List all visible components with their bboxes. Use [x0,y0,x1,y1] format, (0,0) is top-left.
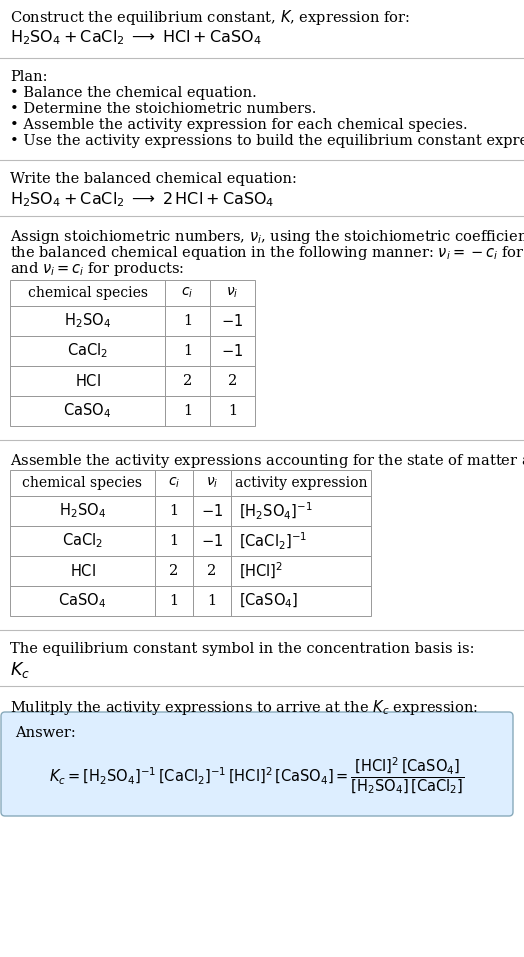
Text: Mulitply the activity expressions to arrive at the $K_c$ expression:: Mulitply the activity expressions to arr… [10,698,478,717]
Bar [10,496,155,526]
Bar [165,336,210,366]
Bar [165,396,210,426]
Text: $[\mathrm{CaCl_2}]^{-1}$: $[\mathrm{CaCl_2}]^{-1}$ [239,530,307,551]
Bar [10,556,155,586]
Text: 2: 2 [183,374,192,388]
Bar [210,280,255,306]
Text: and $\nu_i = c_i$ for products:: and $\nu_i = c_i$ for products: [10,260,184,278]
Text: $-1$: $-1$ [222,343,244,359]
Bar [193,556,231,586]
Text: 2: 2 [228,374,237,388]
Bar [165,306,210,336]
Text: • Balance the chemical equation.: • Balance the chemical equation. [10,86,257,100]
Bar [10,396,165,426]
Bar [210,336,255,366]
Bar [165,280,210,306]
Text: $\mathrm{CaCl_2}$: $\mathrm{CaCl_2}$ [62,532,103,550]
Text: The equilibrium constant symbol in the concentration basis is:: The equilibrium constant symbol in the c… [10,642,475,656]
Text: $\mathrm{CaSO_4}$: $\mathrm{CaSO_4}$ [63,402,112,420]
Text: $[\mathrm{HCl}]^{2}$: $[\mathrm{HCl}]^{2}$ [239,561,283,581]
Bar [10,306,165,336]
Bar [10,586,155,616]
Text: $\mathrm{H_2SO_4}$: $\mathrm{H_2SO_4}$ [59,501,106,521]
Bar [193,496,231,526]
Text: $-1$: $-1$ [222,313,244,329]
Text: $K_c$: $K_c$ [10,660,30,680]
Text: $\mathrm{HCl}$: $\mathrm{HCl}$ [70,563,95,579]
Bar [10,280,165,306]
Text: Plan:: Plan: [10,70,48,84]
Bar [10,336,165,366]
Bar [193,526,231,556]
Bar [155,470,193,496]
Bar [165,366,210,396]
Bar [193,470,231,496]
Bar [155,556,193,586]
Text: 1: 1 [183,404,192,418]
Bar [210,396,255,426]
Bar [231,586,371,616]
Bar [231,526,371,556]
Text: • Use the activity expressions to build the equilibrium constant expression.: • Use the activity expressions to build … [10,134,524,148]
Text: • Determine the stoichiometric numbers.: • Determine the stoichiometric numbers. [10,102,316,116]
Text: $c_i$: $c_i$ [168,476,180,490]
Text: Assemble the activity expressions accounting for the state of matter and $\nu_i$: Assemble the activity expressions accoun… [10,452,524,470]
Bar [155,526,193,556]
Bar [231,556,371,586]
Bar [193,586,231,616]
Text: 1: 1 [183,314,192,328]
Bar [10,470,155,496]
Text: chemical species: chemical species [27,286,147,300]
Bar [155,586,193,616]
Text: $\mathrm{H_2SO_4 + CaCl_2 \;\longrightarrow\; HCl + CaSO_4}$: $\mathrm{H_2SO_4 + CaCl_2 \;\longrightar… [10,28,261,47]
Text: $\mathrm{CaCl_2}$: $\mathrm{CaCl_2}$ [67,342,108,361]
Text: $c_i$: $c_i$ [181,286,194,300]
Text: $\mathrm{H_2SO_4 + CaCl_2 \;\longrightarrow\; 2\,HCl + CaSO_4}$: $\mathrm{H_2SO_4 + CaCl_2 \;\longrightar… [10,190,275,209]
Text: $[\mathrm{H_2SO_4}]^{-1}$: $[\mathrm{H_2SO_4}]^{-1}$ [239,501,313,522]
Text: $K_c = [\mathrm{H_2SO_4}]^{-1}\,[\mathrm{CaCl_2}]^{-1}\,[\mathrm{HCl}]^{2}\,[\ma: $K_c = [\mathrm{H_2SO_4}]^{-1}\,[\mathrm… [49,755,465,796]
Text: $-1$: $-1$ [201,503,223,519]
Bar [10,526,155,556]
Text: $\mathrm{HCl}$: $\mathrm{HCl}$ [74,373,101,389]
Text: 1: 1 [208,594,216,608]
Text: 2: 2 [169,564,179,578]
Text: $[\mathrm{CaSO_4}]$: $[\mathrm{CaSO_4}]$ [239,591,298,611]
Text: the balanced chemical equation in the following manner: $\nu_i = -c_i$ for react: the balanced chemical equation in the fo… [10,244,524,262]
Text: 1: 1 [228,404,237,418]
Text: activity expression: activity expression [235,476,367,490]
Bar [210,306,255,336]
Text: $\nu_i$: $\nu_i$ [226,286,239,300]
Text: 2: 2 [208,564,216,578]
Text: Assign stoichiometric numbers, $\nu_i$, using the stoichiometric coefficients, $: Assign stoichiometric numbers, $\nu_i$, … [10,228,524,246]
Bar [231,496,371,526]
Text: chemical species: chemical species [23,476,143,490]
Text: $-1$: $-1$ [201,533,223,549]
Text: $\nu_i$: $\nu_i$ [206,476,218,490]
Text: $\mathrm{CaSO_4}$: $\mathrm{CaSO_4}$ [59,591,106,611]
Text: 1: 1 [169,594,179,608]
Text: Construct the equilibrium constant, $K$, expression for:: Construct the equilibrium constant, $K$,… [10,8,410,27]
Text: 1: 1 [183,344,192,358]
Text: Answer:: Answer: [15,726,76,740]
Text: • Assemble the activity expression for each chemical species.: • Assemble the activity expression for e… [10,118,467,132]
Text: Write the balanced chemical equation:: Write the balanced chemical equation: [10,172,297,186]
Text: 1: 1 [169,504,179,518]
Bar [210,366,255,396]
FancyBboxPatch shape [1,712,513,816]
Bar [10,366,165,396]
Text: $\mathrm{H_2SO_4}$: $\mathrm{H_2SO_4}$ [64,312,111,330]
Bar [231,470,371,496]
Text: 1: 1 [169,534,179,548]
Bar [155,496,193,526]
